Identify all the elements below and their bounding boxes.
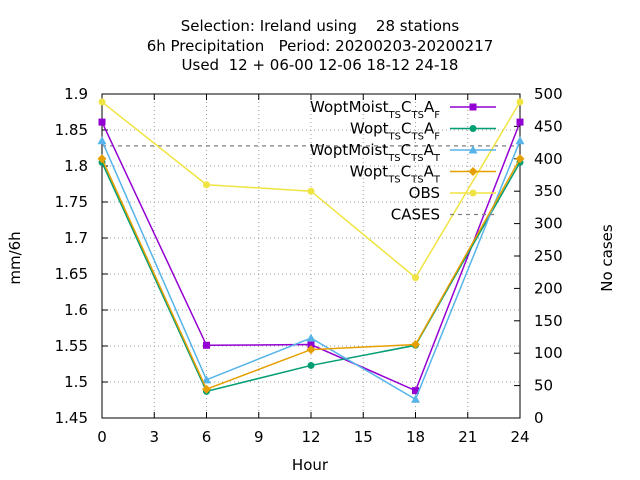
y-tick-label: 1.75 [55,193,88,211]
x-tick-label: 6 [202,428,212,446]
chart-title-line-2: 6h Precipitation Period: 20200203-202002… [146,37,494,55]
y-tick-label: 1.5 [64,373,88,391]
chart-title-line-1: Selection: Ireland using 28 stations [180,17,460,35]
y2-tick-label: 100 [534,344,563,362]
axes: 0 3 6 9 12 15 18 21 24 1.45 1.5 1.55 1.6 1.65 1.7 1.75 1… [55,85,563,446]
x-tick-label: 18 [406,428,425,446]
data-point [411,340,420,350]
legend-label: CASES [391,206,440,224]
y2-tick-label: 300 [534,215,563,233]
x-tick-label: 21 [458,428,477,446]
data-point [97,154,107,164]
y2-tick-label: 350 [534,182,563,200]
data-point [307,361,315,369]
x-tick-label: 3 [149,428,159,446]
y-tick-label: 1.6 [64,301,88,319]
data-point [306,333,316,342]
x-tick-label: 12 [301,428,320,446]
data-point [307,341,315,349]
y2-tick-label: 500 [534,85,563,103]
y2-tick-label: 450 [534,117,563,135]
data-point [516,118,524,126]
y-tick-label: 1.85 [55,121,88,139]
legend-label: OBS [409,184,440,202]
y2-axis-label: No cases [598,224,616,292]
data-point [203,181,210,189]
y-tick-label: 1.65 [55,265,88,283]
data-point [412,387,419,395]
y-tick-label: 1.55 [55,337,88,355]
legend-marker [469,125,477,132]
y-axis-label: mm/6h [6,231,24,284]
data-point [98,118,106,126]
y2-tick-label: 250 [534,247,563,265]
legend: WoptMoistTSCTSAFWoptTSCTSAFWoptMoistTSCT… [310,98,496,224]
y-tick-label: 1.7 [64,229,88,247]
y2-tick-label: 400 [534,150,563,168]
series-line [101,162,521,393]
x-axis-label: Hour [292,456,329,474]
legend-marker [468,167,478,176]
data-point [203,341,210,349]
legend-marker [469,103,477,111]
data-point [515,136,525,145]
y2-tick-label: 50 [534,377,553,395]
data-point [307,187,315,195]
data-point [306,345,316,355]
y-tick-label: 1.45 [55,409,88,427]
legend-label: WoptMoistTSCTSAT [310,141,441,164]
x-tick-label: 9 [254,428,264,446]
legend-marker [468,145,478,154]
data-point [202,384,211,394]
chart-title-line-3: Used 12 + 06-00 12-06 18-12 24-18 [181,56,459,74]
legend-label: WoptMoistTSCTSAF [310,98,440,121]
y-tick-label: 1.9 [64,85,88,103]
data-point [97,136,107,145]
data-point [412,274,419,282]
x-tick-label: 0 [97,428,107,446]
data-point [516,98,524,106]
y2-tick-label: 150 [534,312,563,330]
data-point [202,375,211,384]
x-tick-label: 15 [354,428,373,446]
data-point [515,154,525,164]
data-point [411,394,420,403]
y-tick-label: 1.8 [64,157,88,175]
legend-marker [469,189,477,197]
y2-tick-label: 200 [534,279,563,297]
legend-label: WoptTSCTSAT [350,163,441,186]
legend-label: WoptTSCTSAF [350,120,440,143]
data-point [98,98,106,106]
series [97,98,525,403]
y2-tick-label: 0 [534,409,544,427]
x-tick-label: 24 [510,428,529,446]
